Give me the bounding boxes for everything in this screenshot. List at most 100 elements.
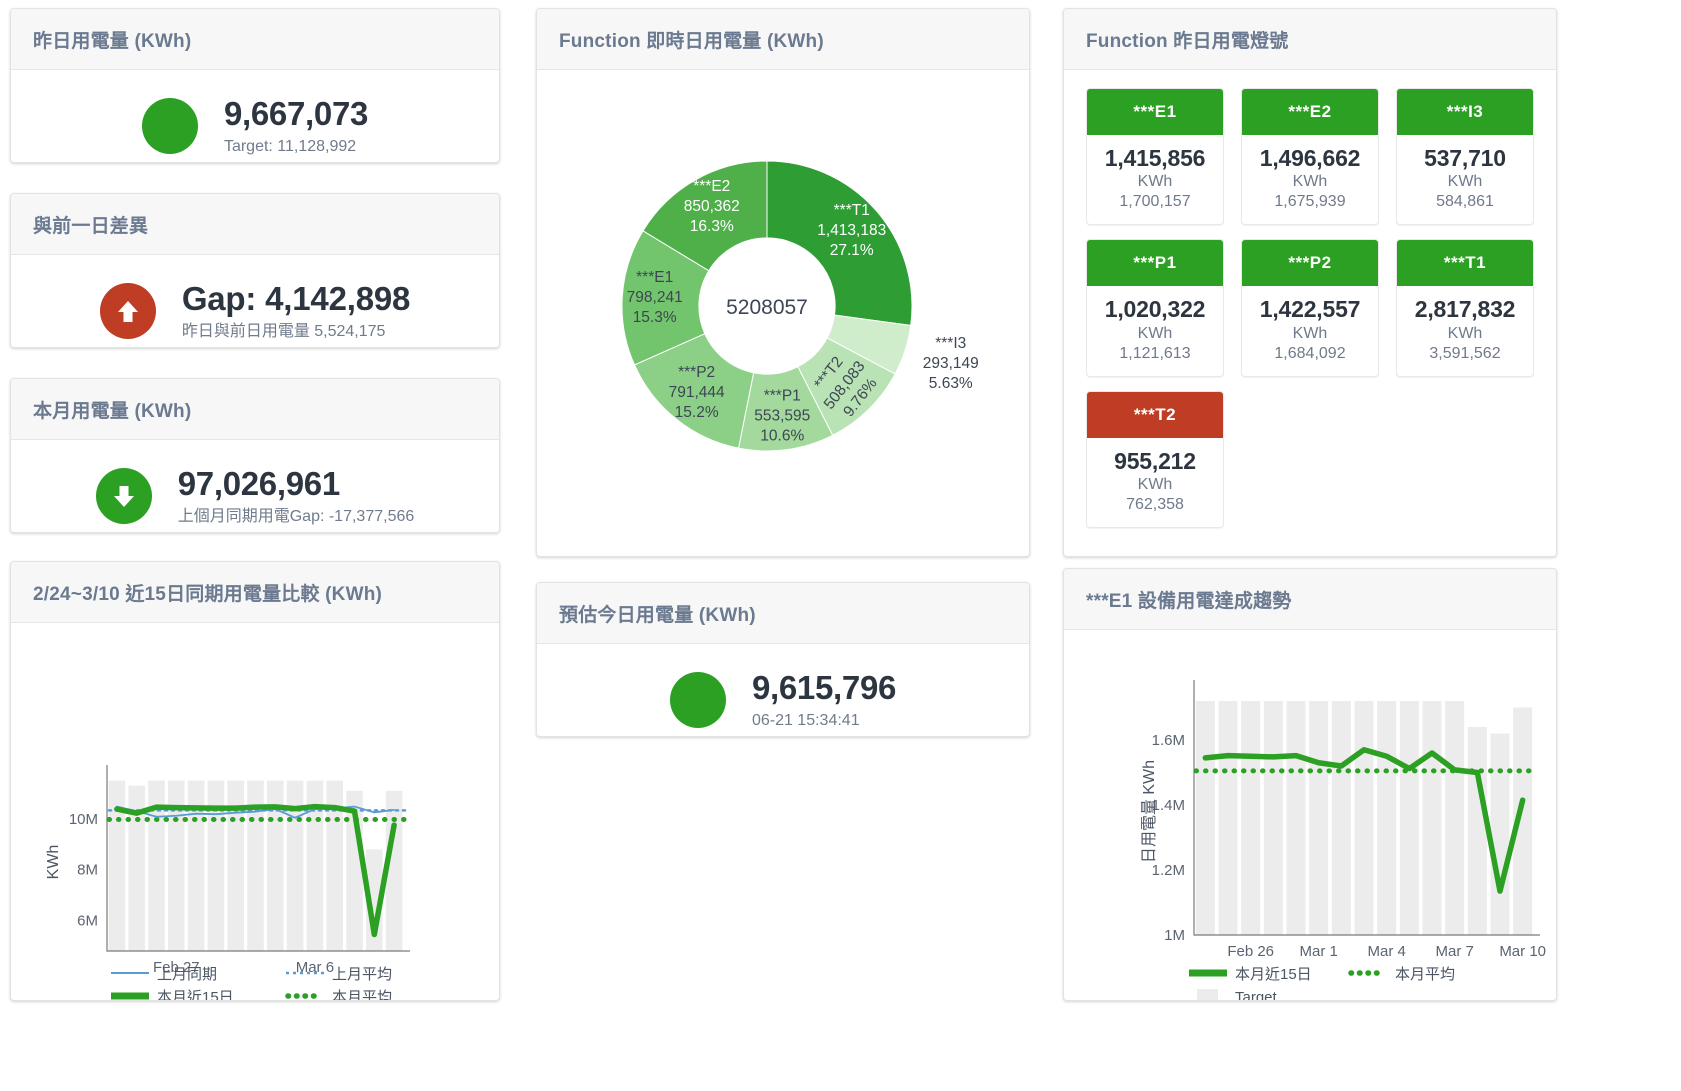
donut-slice-label: ***P2 791,444 15.2%: [669, 364, 725, 421]
card-title-e1trend: ***E1 設備用電達成趨勢: [1064, 569, 1556, 630]
legend-label: 本月平均: [332, 989, 392, 1001]
slice-name: ***P2: [678, 364, 715, 381]
slice-percent: 5.63%: [929, 375, 973, 392]
y-axis-tick-label: 10M: [69, 811, 98, 828]
target-bar: [227, 780, 245, 951]
slice-value: 1,413,183: [817, 222, 886, 239]
status-badge[interactable]: ***T1 2,817,832 KWh 3,591,562: [1396, 239, 1534, 377]
slice-value: 293,149: [923, 355, 979, 372]
target-bar: [1422, 701, 1442, 935]
slice-name: ***P1: [764, 388, 801, 405]
status-badge-target: 1,121,613: [1119, 344, 1191, 362]
slice-name: ***T1: [834, 202, 870, 219]
target-bar: [1218, 701, 1238, 935]
status-badge-target: 1,700,157: [1119, 193, 1191, 211]
legend-label: 本月平均: [1395, 966, 1455, 983]
y-axis-tick-label: 1.2M: [1152, 862, 1185, 879]
legend-item[interactable]: 本月近15日: [1189, 966, 1312, 983]
y-axis-tick-label: 1.6M: [1152, 732, 1185, 749]
legend-item[interactable]: 上月平均: [286, 966, 392, 983]
donut-slice-label: ***P1 553,595 10.6%: [754, 388, 810, 445]
donut-hole: [698, 237, 836, 375]
target-bar: [207, 780, 225, 951]
kpi-sub-diff: 昨日與前日用電量 5,524,175: [181, 322, 386, 340]
slice-percent: 15.2%: [675, 404, 719, 421]
x-axis-tick-label: Mar 6: [296, 959, 334, 976]
data-line[interactable]: [114, 803, 397, 938]
target-bar: [1195, 701, 1215, 935]
legend-item[interactable]: 本月平均: [1348, 966, 1455, 983]
e1trend-chart-svg[interactable]: 1M 1.2M 1.4M 1.6M 日用電量 KWh Feb 26 Mar 1 Mar 4 Ma…: [1064, 630, 1556, 1001]
status-badge-body: 2,817,832 KWh 3,591,562: [1397, 286, 1533, 375]
status-badge-unit: KWh: [1292, 324, 1328, 342]
status-badge-unit: KWh: [1137, 173, 1173, 191]
status-badge[interactable]: ***P1 1,020,322 KWh 1,121,613: [1086, 239, 1224, 377]
donut-slice-label: ***T1 1,413,183 27.1%: [817, 202, 886, 259]
target-bar: [1354, 701, 1374, 935]
chart-axes: [106, 765, 410, 952]
legend-item[interactable]: 上月同期: [111, 966, 217, 983]
card-title-month: 本月用電量 (KWh): [11, 379, 499, 440]
slice-name: ***E2: [693, 178, 730, 195]
slice-percent: 16.3%: [690, 218, 734, 235]
card-title-diff: 與前一日差異: [11, 194, 499, 255]
data-line[interactable]: [1202, 747, 1526, 894]
card-body-estimate: 9,615,796 06-21 15:34:41: [537, 644, 1029, 736]
target-bar: [1263, 701, 1283, 935]
card-body-lights: ***E1 1,415,856 KWh 1,700,157 ***E2 1,496,662…: [1064, 70, 1556, 554]
legend-item[interactable]: 本月近15日: [111, 989, 234, 1001]
status-badge[interactable]: ***T2 955,212 KWh 762,358: [1086, 390, 1224, 529]
legend-item[interactable]: Target: [1197, 989, 1278, 1001]
card-title-realtime: Function 即時日用電量 (KWh): [537, 9, 1029, 70]
card-day-difference: 與前一日差異 Gap: 4,142,898 昨日與前日用電量 5,524,175: [10, 193, 500, 348]
arrow-up-icon: [99, 283, 156, 340]
slice-name: ***I3: [935, 335, 966, 352]
card-body-yesterday: 9,667,073 Target: 11,128,992: [11, 70, 499, 162]
status-badge-body: 1,422,557 KWh 1,684,092: [1242, 286, 1378, 375]
slice-value: 798,241: [627, 289, 683, 306]
legend-label: Target: [1235, 989, 1278, 1001]
card-yesterday-lights: Function 昨日用電燈號 ***E1 1,415,856 KWh 1,700,1…: [1063, 8, 1557, 557]
status-badge[interactable]: ***E1 1,415,856 KWh 1,700,157: [1086, 88, 1224, 226]
legend-swatch: [1197, 989, 1218, 1000]
status-badge-value: 1,020,322: [1104, 296, 1206, 323]
status-badge-name: ***E1: [1087, 89, 1223, 135]
donut-chart-svg[interactable]: 5208057 ***T1 1,413,183 27.1% ***I3 293,149 5.…: [537, 70, 1029, 542]
status-badge-body: 955,212 KWh 762,358: [1087, 438, 1223, 527]
status-badge-value: 537,710: [1424, 145, 1506, 171]
card-title-yesterday: 昨日用電量 (KWh): [11, 9, 499, 70]
donut-slice-label: ***E2 850,362 16.3%: [684, 178, 740, 235]
target-bar: [108, 780, 126, 951]
kpi-text-estimate: 9,615,796 06-21 15:34:41: [752, 669, 896, 730]
chart-e1trend: 1M 1.2M 1.4M 1.6M 日用電量 KWh Feb 26 Mar 1 Mar 4 Ma…: [1064, 630, 1556, 1001]
card-15day-compare: 2/24~3/10 近15日同期用電量比較 (KWh) 6M 8M 10M KWh Fe…: [10, 561, 500, 1001]
status-badge-value: 955,212: [1114, 447, 1196, 474]
x-axis-tick-label: Mar 7: [1435, 943, 1473, 960]
kpi-value-month: 97,026,961: [177, 465, 340, 502]
status-badge-target: 762,358: [1126, 496, 1184, 514]
status-badge[interactable]: ***E2 1,496,662 KWh 1,675,939: [1241, 88, 1379, 226]
status-badge-body: 1,496,662 KWh 1,675,939: [1242, 135, 1378, 224]
status-badge[interactable]: ***I3 537,710 KWh 584,861: [1396, 88, 1534, 226]
target-bar: [1513, 707, 1533, 935]
target-bar: [1490, 733, 1510, 935]
target-bar: [266, 780, 284, 951]
chart-legend: 本月近15日 本月平均 Target: [1189, 966, 1455, 1001]
y-axis-tick-label: 8M: [77, 862, 98, 879]
x-axis-tick-label: Feb 27: [153, 959, 200, 976]
chart-axes: [1193, 680, 1540, 936]
target-bar: [247, 780, 264, 951]
status-badge-value: 1,415,856: [1104, 145, 1206, 171]
x-axis-tick-label: Mar 4: [1367, 943, 1405, 960]
card-title-lights: Function 昨日用電燈號: [1064, 9, 1556, 70]
status-badge[interactable]: ***P2 1,422,557 KWh 1,684,092: [1241, 239, 1379, 377]
card-month-usage: 本月用電量 (KWh) 97,026,961 上個月同期用電Gap: -17,3…: [10, 378, 500, 533]
kpi-text-diff: Gap: 4,142,898 昨日與前日用電量 5,524,175: [181, 280, 411, 341]
status-badge-body: 1,415,856 KWh 1,700,157: [1087, 135, 1223, 224]
legend-label: 本月近15日: [157, 989, 234, 1001]
status-badge-unit: KWh: [1292, 173, 1328, 191]
legend-item[interactable]: 本月平均: [285, 989, 392, 1001]
